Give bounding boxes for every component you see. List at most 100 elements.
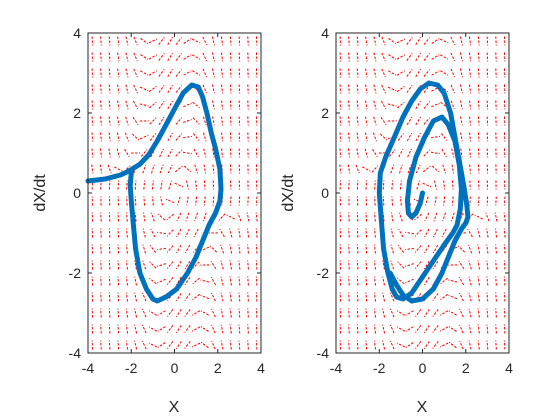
direction-arrow bbox=[91, 116, 94, 126]
direction-arrow bbox=[364, 132, 368, 142]
direction-arrow bbox=[238, 292, 241, 302]
direction-arrow bbox=[238, 324, 241, 334]
direction-arrow bbox=[108, 244, 111, 254]
direction-arrow bbox=[175, 308, 182, 318]
direction-arrow bbox=[134, 340, 138, 350]
direction-arrow bbox=[415, 309, 422, 317]
direction-arrow bbox=[139, 103, 149, 107]
left-direction-field bbox=[91, 36, 258, 350]
direction-arrow bbox=[365, 84, 368, 94]
direction-arrow bbox=[399, 164, 403, 174]
direction-arrow bbox=[202, 68, 208, 78]
direction-arrow bbox=[229, 116, 232, 126]
direction-arrow bbox=[468, 324, 472, 334]
direction-arrow bbox=[220, 244, 225, 254]
direction-arrow bbox=[117, 52, 120, 62]
direction-arrow bbox=[255, 276, 258, 286]
direction-arrow bbox=[132, 100, 139, 110]
direction-arrow bbox=[150, 228, 156, 238]
direction-arrow bbox=[124, 132, 129, 142]
direction-arrow bbox=[238, 228, 241, 238]
direction-arrow bbox=[486, 276, 489, 286]
direction-arrow bbox=[450, 84, 455, 94]
direction-arrow bbox=[347, 148, 350, 158]
direction-arrow bbox=[148, 326, 158, 332]
direction-arrow bbox=[448, 310, 457, 316]
direction-arrow bbox=[108, 148, 111, 158]
direction-arrow bbox=[157, 342, 166, 348]
direction-arrow bbox=[441, 133, 448, 141]
direction-arrow bbox=[229, 228, 233, 238]
direction-arrow bbox=[374, 180, 376, 190]
direction-arrow bbox=[397, 245, 404, 253]
direction-arrow bbox=[423, 165, 431, 173]
direction-arrow bbox=[431, 54, 440, 60]
direction-arrow bbox=[191, 342, 201, 348]
direction-arrow bbox=[373, 228, 376, 238]
direction-arrow bbox=[175, 37, 182, 45]
direction-arrow bbox=[100, 340, 102, 350]
direction-arrow bbox=[229, 68, 232, 78]
direction-arrow bbox=[443, 196, 446, 206]
direction-arrow bbox=[183, 70, 192, 76]
y-tick-label: -4 bbox=[317, 345, 330, 361]
direction-arrow bbox=[373, 260, 376, 270]
direction-arrow bbox=[468, 340, 472, 350]
direction-arrow bbox=[117, 324, 120, 334]
direction-arrow bbox=[398, 228, 404, 238]
direction-arrow bbox=[469, 148, 472, 158]
direction-arrow bbox=[158, 69, 165, 77]
direction-arrow bbox=[212, 148, 215, 158]
direction-arrow bbox=[468, 36, 472, 46]
direction-arrow bbox=[140, 37, 149, 45]
x-tick-label: -4 bbox=[82, 360, 95, 376]
direction-arrow bbox=[247, 68, 249, 78]
direction-arrow bbox=[486, 100, 489, 110]
direction-arrow bbox=[439, 326, 449, 332]
left-trajectory bbox=[85, 82, 224, 304]
direction-arrow bbox=[457, 245, 466, 253]
direction-arrow bbox=[388, 70, 397, 76]
direction-arrow bbox=[142, 164, 147, 174]
direction-arrow bbox=[468, 100, 472, 110]
direction-arrow bbox=[202, 132, 207, 142]
direction-arrow bbox=[125, 260, 128, 270]
direction-arrow bbox=[117, 308, 120, 318]
direction-arrow bbox=[183, 54, 192, 60]
direction-arrow bbox=[238, 148, 241, 158]
direction-arrow bbox=[185, 212, 190, 222]
direction-arrow bbox=[167, 100, 173, 110]
direction-arrow bbox=[149, 245, 156, 253]
x-tick-label: 2 bbox=[462, 360, 470, 376]
direction-arrow bbox=[148, 70, 157, 76]
direction-arrow bbox=[247, 340, 249, 350]
direction-arrow bbox=[348, 68, 350, 78]
direction-arrow bbox=[91, 52, 94, 62]
direction-arrow bbox=[495, 52, 497, 62]
x-tick-label: 0 bbox=[171, 360, 179, 376]
direction-arrow bbox=[134, 292, 138, 302]
direction-arrow bbox=[148, 310, 157, 316]
direction-arrow bbox=[380, 117, 387, 125]
direction-arrow bbox=[486, 116, 489, 126]
direction-arrow bbox=[157, 247, 167, 251]
direction-arrow bbox=[423, 101, 431, 109]
direction-arrow bbox=[356, 340, 359, 350]
direction-arrow bbox=[365, 36, 368, 46]
direction-arrow bbox=[356, 116, 359, 126]
direction-arrow bbox=[211, 324, 216, 334]
direction-arrow bbox=[439, 54, 449, 60]
x-tick-label: 0 bbox=[419, 360, 427, 376]
direction-arrow bbox=[494, 212, 498, 222]
direction-arrow bbox=[167, 36, 174, 46]
direction-arrow bbox=[191, 38, 201, 44]
direction-arrow bbox=[373, 100, 377, 110]
direction-arrow bbox=[373, 308, 377, 318]
direction-arrow bbox=[373, 52, 377, 62]
direction-arrow bbox=[373, 68, 377, 78]
direction-arrow bbox=[356, 36, 359, 46]
direction-arrow bbox=[117, 340, 120, 350]
direction-arrow bbox=[192, 101, 200, 109]
direction-arrow bbox=[397, 133, 404, 141]
